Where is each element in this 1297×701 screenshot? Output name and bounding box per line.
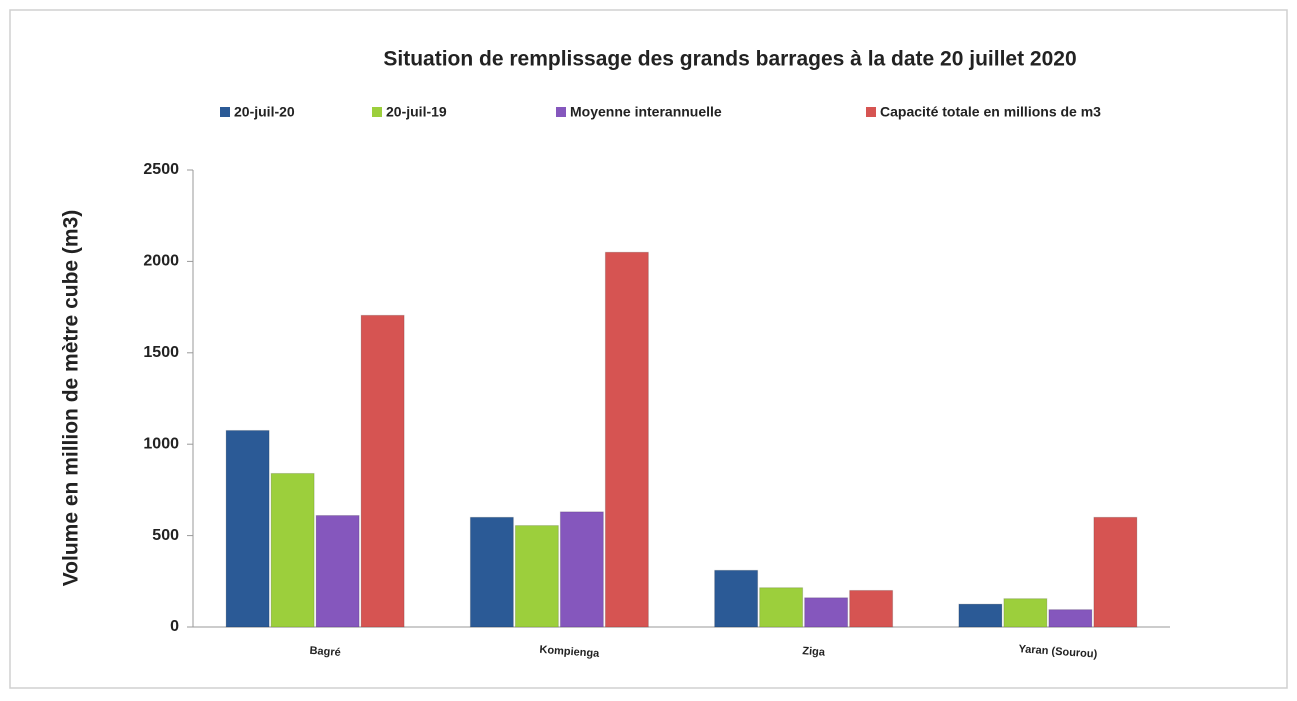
y-tick-label: 0 — [170, 618, 179, 635]
bar — [604, 251, 649, 628]
x-tick-label: Kompienga — [539, 644, 600, 660]
legend-swatch — [220, 107, 230, 117]
legend-swatch — [556, 107, 566, 117]
legend-label: 20-juil-20 — [234, 104, 295, 120]
y-tick-label: 1000 — [143, 435, 179, 452]
bar — [469, 516, 514, 628]
y-tick-label: 2000 — [143, 253, 179, 270]
bar — [1048, 609, 1093, 628]
chart-frame — [9, 9, 1288, 689]
bar — [514, 525, 559, 628]
legend-swatch — [866, 107, 876, 117]
x-tick-label: Bagré — [309, 645, 341, 659]
bar — [849, 589, 894, 628]
legend-label: 20-juil-19 — [386, 104, 447, 120]
bar — [1003, 598, 1048, 628]
bar — [559, 511, 604, 628]
legend-label: Capacité totale en millions de m3 — [880, 104, 1101, 120]
legend-swatch — [372, 107, 382, 117]
bar — [714, 569, 759, 628]
y-axis-label: Volume en million de mètre cube (m3) — [60, 210, 83, 587]
bar — [759, 587, 804, 628]
bar — [804, 597, 849, 628]
bar — [958, 603, 1003, 628]
bar — [1093, 516, 1138, 628]
legend-label: Moyenne interannuelle — [570, 104, 722, 120]
bar — [225, 429, 270, 628]
chart-title: Situation de remplissage des grands barr… — [383, 48, 1076, 71]
y-tick-label: 2500 — [143, 161, 179, 178]
y-tick-label: 500 — [152, 527, 179, 544]
bar — [270, 472, 315, 628]
x-tick-label: Yaran (Sourou) — [1018, 643, 1098, 660]
y-tick-label: 1500 — [143, 344, 179, 361]
x-tick-label: Ziga — [802, 645, 826, 659]
bar — [360, 314, 405, 628]
bar — [315, 514, 360, 628]
